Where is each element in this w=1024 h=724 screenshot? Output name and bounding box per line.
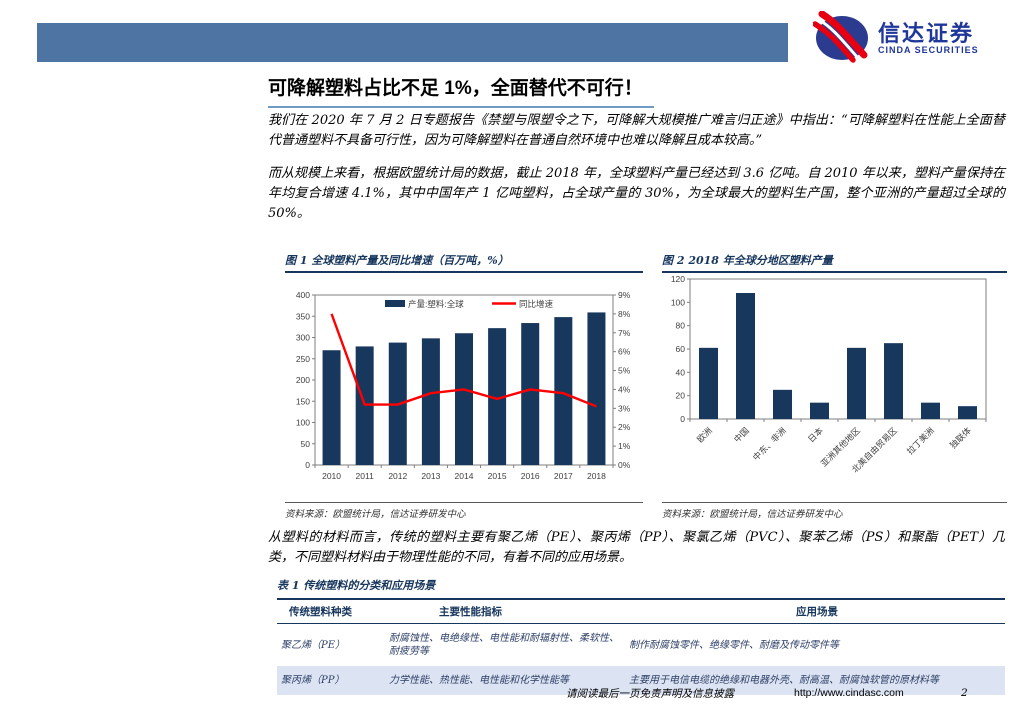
svg-text:独联体: 独联体 <box>948 425 973 450</box>
svg-text:300: 300 <box>296 333 310 343</box>
figure-1-title: 图 1 全球塑料产量及同比增速（百万吨，%） <box>285 252 643 273</box>
svg-text:6%: 6% <box>618 347 631 357</box>
article-title: 可降解塑料占比不足 1%，全面替代不可行！ <box>268 78 643 99</box>
svg-text:2010: 2010 <box>322 471 341 481</box>
figure-1-source: 资料来源：欧盟统计局，信达证券研发中心 <box>285 502 643 520</box>
svg-text:中国: 中国 <box>732 425 751 444</box>
page-footer: 请阅读最后一页免责声明及信息披露 http://www.cindasc.com … <box>0 686 1024 706</box>
svg-text:7%: 7% <box>618 328 631 338</box>
svg-text:120: 120 <box>671 274 685 284</box>
table-header-row: 传统塑料种类 主要性能指标 应用场景 <box>277 599 1005 624</box>
table-section: 表 1 传统塑料的分类和应用场景 传统塑料种类 主要性能指标 应用场景 聚乙烯（… <box>277 577 1005 695</box>
figure-2: 图 2 2018 年全球分地区塑料产量 0 20 40 60 80 100 120 欧洲 中国中… <box>662 252 1007 520</box>
svg-text:2016: 2016 <box>521 471 540 481</box>
svg-text:0: 0 <box>305 460 310 470</box>
svg-text:2015: 2015 <box>488 471 507 481</box>
svg-text:0: 0 <box>680 414 685 424</box>
cinda-logo: 信达证券 CINDA SECURITIES <box>812 10 979 68</box>
svg-text:9%: 9% <box>618 290 631 300</box>
svg-text:3%: 3% <box>618 403 631 413</box>
svg-text:0%: 0% <box>618 460 631 470</box>
table-row: 聚乙烯（PE） 耐腐蚀性、电绝缘性、电性能和耐辐射性、柔软性、耐疲劳等 制作耐腐… <box>281 633 839 657</box>
svg-text:80: 80 <box>676 321 686 331</box>
table-title: 表 1 传统塑料的分类和应用场景 <box>277 579 436 592</box>
svg-text:250: 250 <box>296 354 310 364</box>
svg-text:2012: 2012 <box>388 471 407 481</box>
col-header-applications: 应用场景 <box>629 599 1005 624</box>
header-bar <box>37 23 788 62</box>
svg-text:拉丁美洲: 拉丁美洲 <box>905 425 936 456</box>
col-header-type: 传统塑料种类 <box>277 599 389 624</box>
svg-text:100: 100 <box>671 297 685 307</box>
brand-name-en: CINDA SECURITIES <box>878 45 979 55</box>
svg-text:1%: 1% <box>618 441 631 451</box>
svg-text:2018: 2018 <box>587 471 606 481</box>
svg-text:同比增速: 同比增速 <box>519 299 554 309</box>
svg-text:400: 400 <box>296 290 310 300</box>
svg-text:5%: 5% <box>618 366 631 376</box>
svg-text:350: 350 <box>296 311 310 321</box>
paragraph-3: 从塑料的材料而言，传统的塑料主要有聚乙烯（PE）、聚丙烯（PP）、聚氯乙烯（PV… <box>268 530 1005 565</box>
col-header-properties: 主要性能指标 <box>389 599 629 624</box>
svg-text:产量:塑料:全球: 产量:塑料:全球 <box>408 299 464 309</box>
footer-url[interactable]: http://www.cindasc.com <box>794 687 904 699</box>
svg-text:2011: 2011 <box>356 471 375 481</box>
figure-1: 图 1 全球塑料产量及同比增速（百万吨，%） 0 50 100 150 200 250 30… <box>285 252 643 520</box>
svg-text:2017: 2017 <box>554 471 573 481</box>
table-row: 聚丙烯（PP） 力学性能、热性能、电性能和化学性能等 主要用于电信电缆的绝缘和电… <box>277 666 1005 695</box>
figure-2-chart: 020406080100120欧洲 中国 中东、非洲 日本亚洲其他地区北美自由贸易区拉… <box>671 274 987 474</box>
logo-mark-icon <box>812 10 871 68</box>
svg-text:200: 200 <box>296 375 310 385</box>
figure-2-source: 资料来源：欧盟统计局，信达证券研发中心 <box>662 502 1007 520</box>
svg-text:20: 20 <box>676 391 686 401</box>
figure-1-chart: 0 50 100 150 200 250 300 350 400 0% 1% 2% 3% 4% 5% 6% 7%… <box>296 290 631 481</box>
footer-disclaimer: 请阅读最后一页免责声明及信息披露 <box>566 688 734 700</box>
paragraph-1: 我们在 2020 年 7 月 2 日专题报告《禁塑与限塑令之下，可降解大规模推广… <box>268 113 1005 148</box>
svg-text:4%: 4% <box>618 384 631 394</box>
plastics-table: 传统塑料种类 主要性能指标 应用场景 聚乙烯（PE） 耐腐蚀性、电绝缘性、电性能… <box>277 598 1005 695</box>
paragraph-2: 而从规模上来看，根据欧盟统计局的数据，截止 2018 年，全球塑料产量已经达到 … <box>268 166 1005 221</box>
figure-2-title: 图 2 2018 年全球分地区塑料产量 <box>662 252 1007 273</box>
svg-text:欧洲: 欧洲 <box>695 425 714 444</box>
svg-text:50: 50 <box>301 439 311 449</box>
svg-text:2013: 2013 <box>421 471 440 481</box>
brand-name: 信达证券 <box>878 21 975 46</box>
svg-text:日本: 日本 <box>806 425 825 444</box>
page-number: 2 <box>961 687 968 699</box>
svg-text:150: 150 <box>296 396 310 406</box>
svg-text:2%: 2% <box>618 422 631 432</box>
svg-text:40: 40 <box>676 367 686 377</box>
svg-text:100: 100 <box>296 418 310 428</box>
svg-text:8%: 8% <box>618 309 631 319</box>
svg-text:中东、非洲: 中东、非洲 <box>751 425 788 462</box>
svg-text:2014: 2014 <box>455 471 474 481</box>
svg-text:60: 60 <box>676 344 686 354</box>
title-rule <box>268 106 654 108</box>
